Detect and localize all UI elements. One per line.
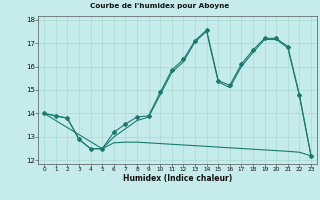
X-axis label: Humidex (Indice chaleur): Humidex (Indice chaleur) <box>123 174 232 183</box>
Text: Courbe de l'humidex pour Aboyne: Courbe de l'humidex pour Aboyne <box>90 3 230 9</box>
